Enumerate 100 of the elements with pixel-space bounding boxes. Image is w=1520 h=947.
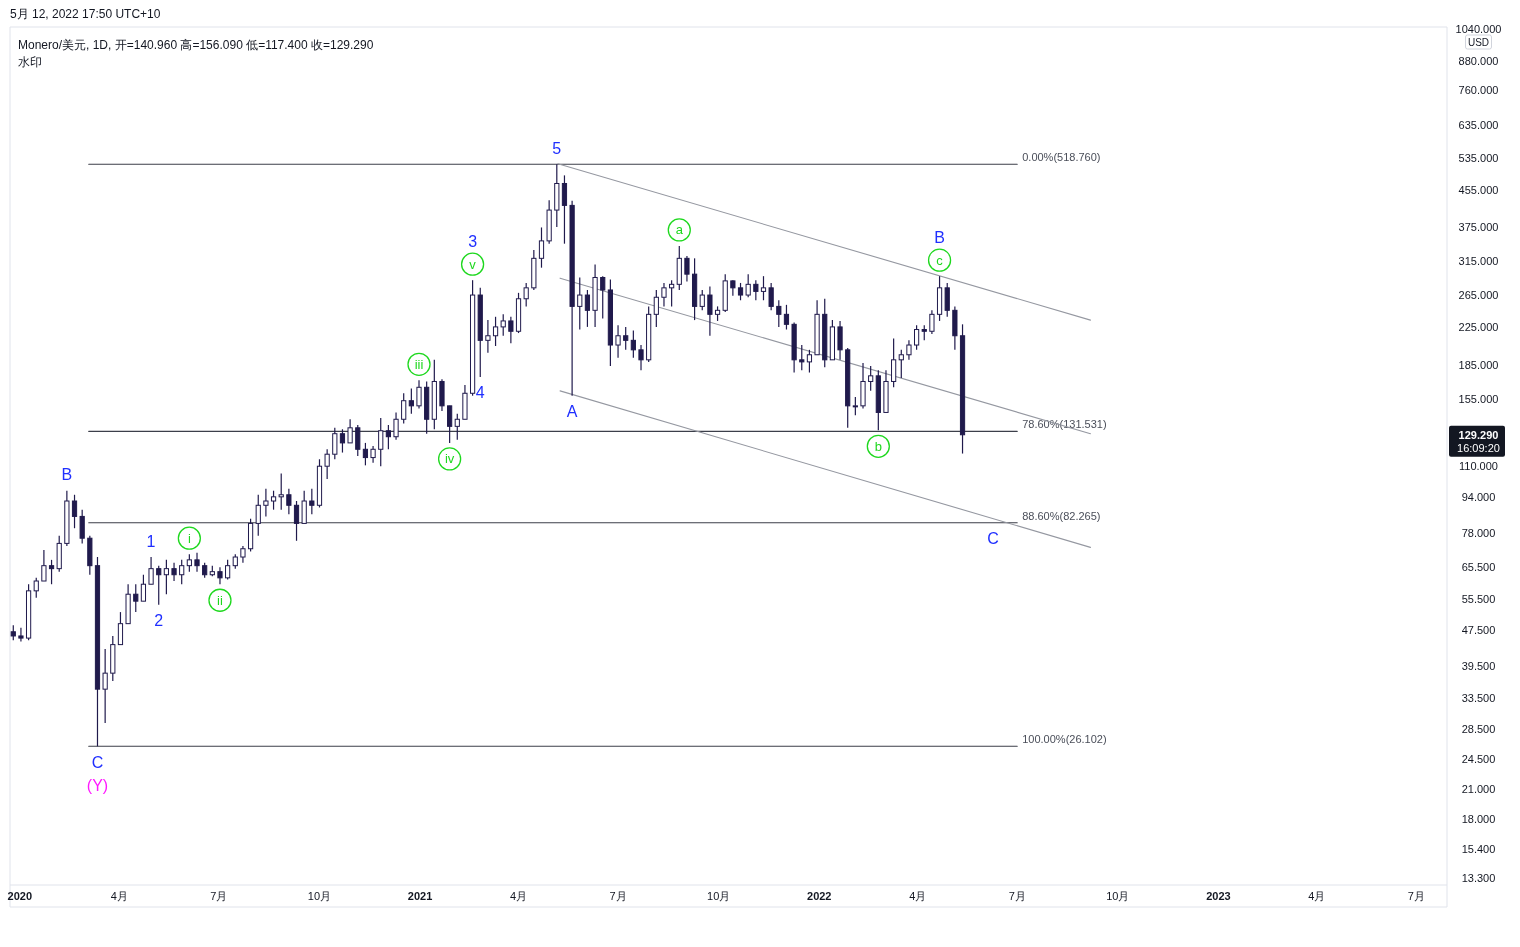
y-tick-label: 18.000 bbox=[1461, 812, 1496, 825]
candlestick bbox=[799, 344, 805, 371]
x-tick-label: 2020 bbox=[7, 890, 33, 902]
candlestick bbox=[760, 275, 767, 301]
candlestick bbox=[309, 488, 315, 515]
y-tick-label: 33.500 bbox=[1461, 691, 1496, 704]
candlestick bbox=[133, 583, 139, 613]
candlestick bbox=[416, 379, 422, 410]
y-tick-label: 535.000 bbox=[1458, 152, 1499, 165]
candlestick bbox=[286, 488, 292, 515]
candlestick bbox=[669, 279, 675, 307]
y-tick-label: 455.000 bbox=[1458, 183, 1499, 196]
candlestick bbox=[630, 329, 636, 359]
candlestick bbox=[270, 490, 277, 511]
candlestick bbox=[171, 562, 177, 582]
y-tick-label: 94.000 bbox=[1461, 490, 1496, 503]
candlestick bbox=[355, 424, 361, 457]
candlestick bbox=[806, 349, 813, 374]
candlestick bbox=[48, 559, 55, 585]
candlestick bbox=[156, 565, 162, 606]
text: 16:09:20 bbox=[1457, 441, 1500, 454]
candlestick bbox=[339, 428, 346, 454]
candlestick bbox=[500, 313, 506, 337]
candlestick bbox=[79, 509, 85, 544]
y-tick-label: 155.000 bbox=[1458, 393, 1499, 406]
y-tick-label: 65.500 bbox=[1461, 561, 1496, 574]
y-tick-label: 78.000 bbox=[1461, 527, 1496, 540]
candlestick bbox=[278, 472, 284, 511]
candlestick bbox=[561, 174, 568, 245]
candlestick bbox=[117, 611, 124, 646]
text: 水印 bbox=[18, 55, 42, 69]
candlestick bbox=[508, 316, 514, 344]
candlestick bbox=[378, 417, 384, 467]
y-tick-label: 47.500 bbox=[1461, 623, 1496, 636]
candlestick bbox=[538, 226, 545, 269]
y-axis-title: USD bbox=[1467, 36, 1490, 48]
candlestick bbox=[891, 337, 897, 388]
candlestick bbox=[661, 282, 667, 307]
candlestick bbox=[584, 289, 591, 328]
candlestick bbox=[684, 255, 690, 283]
y-tick-label: 1040.000 bbox=[1455, 22, 1502, 35]
y-tick-label: 265.000 bbox=[1458, 289, 1499, 302]
candlestick bbox=[347, 418, 353, 444]
y-tick-label: 110.000 bbox=[1459, 460, 1498, 473]
x-tick-label: 7月 bbox=[1407, 890, 1425, 902]
x-tick-label: 2021 bbox=[407, 890, 433, 902]
candlestick bbox=[263, 488, 269, 518]
candlestick bbox=[401, 392, 407, 425]
x-tick-label: 10月 bbox=[707, 890, 731, 902]
y-tick-label: 24.500 bbox=[1461, 752, 1496, 765]
y-tick-label: 185.000 bbox=[1458, 359, 1499, 372]
y-tick-label: 315.000 bbox=[1458, 255, 1499, 268]
x-tick-label: 4月 bbox=[1308, 890, 1326, 902]
annotation: a bbox=[675, 222, 684, 238]
annotation: 1 bbox=[146, 532, 156, 550]
annotation: 4 bbox=[475, 384, 485, 402]
candlestick bbox=[653, 289, 659, 328]
y-tick-label: 375.000 bbox=[1458, 221, 1499, 234]
candlestick bbox=[914, 324, 920, 351]
annotation: c bbox=[936, 252, 944, 268]
annotation: (Y) bbox=[86, 776, 109, 794]
y-tick-label: 635.000 bbox=[1458, 118, 1499, 131]
candlestick bbox=[906, 339, 912, 361]
annotation: ii bbox=[217, 592, 223, 608]
x-tick-label: 2022 bbox=[807, 890, 832, 902]
candlestick bbox=[393, 411, 399, 441]
y-tick-label: 13.300 bbox=[1461, 871, 1496, 884]
candlestick bbox=[745, 273, 751, 298]
candlestick bbox=[929, 309, 935, 335]
candlestick bbox=[523, 282, 529, 307]
y-tick-label: 225.000 bbox=[1458, 320, 1499, 333]
series-label: 88.60%(82.265) bbox=[1022, 509, 1101, 522]
candlestick bbox=[362, 442, 369, 466]
candlestick bbox=[753, 279, 759, 301]
candlestick bbox=[33, 577, 39, 599]
candlestick bbox=[148, 556, 154, 585]
series-label: 78.60%(131.531) bbox=[1022, 418, 1107, 431]
annotation: i bbox=[187, 530, 191, 546]
x-tick-label: 10月 bbox=[1106, 890, 1130, 902]
candlestick bbox=[140, 574, 147, 602]
candlestick bbox=[225, 559, 231, 581]
candlestick bbox=[408, 387, 414, 415]
x-tick-label: 4月 bbox=[909, 890, 927, 902]
candlestick bbox=[447, 405, 453, 444]
series-label: 0.00%(518.760) bbox=[1022, 151, 1101, 164]
annotation: A bbox=[566, 403, 578, 421]
candlestick bbox=[385, 424, 391, 450]
candlestick bbox=[837, 320, 843, 361]
annotation: iv bbox=[444, 451, 455, 467]
candlestick bbox=[577, 276, 583, 331]
candlestick bbox=[492, 316, 499, 347]
candlestick bbox=[179, 559, 185, 585]
candlestick bbox=[699, 289, 705, 311]
text: 5月 12, 2022 17:50 UTC+10 bbox=[10, 7, 161, 21]
candlestick bbox=[332, 427, 338, 460]
x-tick-label: 7月 bbox=[1008, 890, 1026, 902]
candlestick bbox=[41, 549, 47, 582]
y-tick-label: 28.500 bbox=[1461, 723, 1496, 736]
candlestick bbox=[776, 299, 782, 328]
x-tick-label: 7月 bbox=[609, 890, 627, 902]
